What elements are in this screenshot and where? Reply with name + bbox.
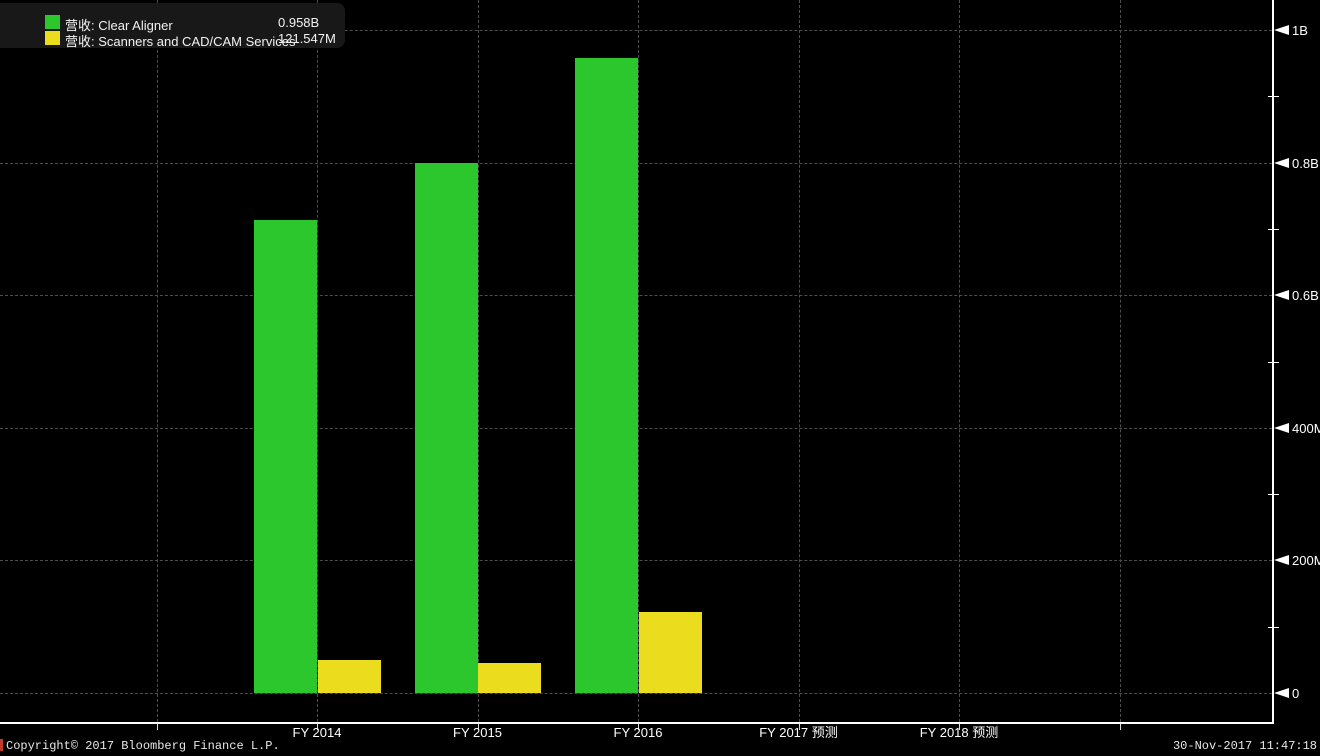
x-axis-label: FY 2014 <box>292 725 342 740</box>
y-axis-label: 0.6B <box>1292 288 1319 304</box>
bar-fy-2014-scanners-cadcam[interactable] <box>317 660 381 693</box>
x-axis-tick <box>798 724 800 730</box>
legend-swatch-yellow <box>45 31 60 45</box>
vertical-gridline <box>477 0 479 722</box>
vertical-gridline <box>638 0 639 722</box>
legend-value: 121.547M <box>278 31 336 46</box>
vertical-gridline <box>156 0 158 722</box>
vertical-gridline <box>1119 0 1121 722</box>
bar-fy-2016-scanners-cadcam[interactable] <box>638 612 702 693</box>
horizontal-gridline <box>0 30 1272 31</box>
bar-fy-2015-scanners-cadcam[interactable] <box>478 663 541 693</box>
legend-item-scanners-cadcam[interactable]: 营收: Scanners and CAD/CAM Services 121.54… <box>0 30 345 49</box>
bar-fy-2016-clear-aligner[interactable] <box>575 58 638 693</box>
y-axis-label: 400M <box>1292 420 1320 436</box>
x-axis-tick <box>959 724 960 730</box>
legend-item-clear-aligner[interactable]: 营收: Clear Aligner 0.958B <box>0 14 345 33</box>
y-axis-label: 0.8B <box>1292 155 1319 171</box>
legend-label: 营收: Clear Aligner <box>65 18 173 33</box>
bar-fy-2014-clear-aligner[interactable] <box>254 220 317 693</box>
horizontal-gridline <box>0 693 1272 694</box>
y-axis-tick-arrow <box>1274 555 1289 566</box>
y-axis-label: 200M <box>1292 553 1320 569</box>
x-axis-tick <box>1119 724 1121 730</box>
terminal-cursor-marker <box>0 739 3 751</box>
chart-legend: 营收: Clear Aligner 0.958B 营收: Scanners an… <box>0 3 345 49</box>
vertical-gridline <box>317 0 318 722</box>
y-axis-tick-arrow <box>1274 422 1289 433</box>
y-axis-tick-arrow <box>1274 157 1289 168</box>
y-axis-tick-arrow <box>1274 25 1289 35</box>
x-axis-tick <box>477 724 479 730</box>
legend-swatch-green <box>45 15 60 29</box>
legend-value: 0.958B <box>278 15 320 30</box>
y-axis-tick-arrow <box>1274 688 1289 698</box>
legend-label: 营收: Scanners and CAD/CAM Services <box>65 34 296 49</box>
bar-fy-2015-clear-aligner[interactable] <box>414 163 478 693</box>
y-axis-tick-arrow <box>1274 290 1289 301</box>
y-axis-line <box>1272 0 1274 724</box>
x-axis-line <box>0 722 1274 724</box>
x-axis-tick <box>638 724 639 730</box>
vertical-gridline <box>959 0 960 722</box>
y-axis-label: 1B <box>1292 23 1308 38</box>
chart-timestamp: 30-Nov-2017 11:47:18 <box>1172 739 1317 753</box>
x-axis-label: FY 2018 预测 <box>919 725 999 740</box>
y-axis-label: 0 <box>1292 686 1300 701</box>
x-axis-label: FY 2016 <box>613 725 663 740</box>
x-axis-label: FY 2017 预测 <box>759 725 838 740</box>
copyright-notice: Copyright© 2017 Bloomberg Finance L.P. <box>6 739 280 753</box>
vertical-gridline <box>798 0 800 722</box>
x-axis-tick <box>317 724 318 730</box>
x-axis-label: FY 2015 <box>453 725 502 740</box>
x-axis-tick <box>156 724 158 730</box>
